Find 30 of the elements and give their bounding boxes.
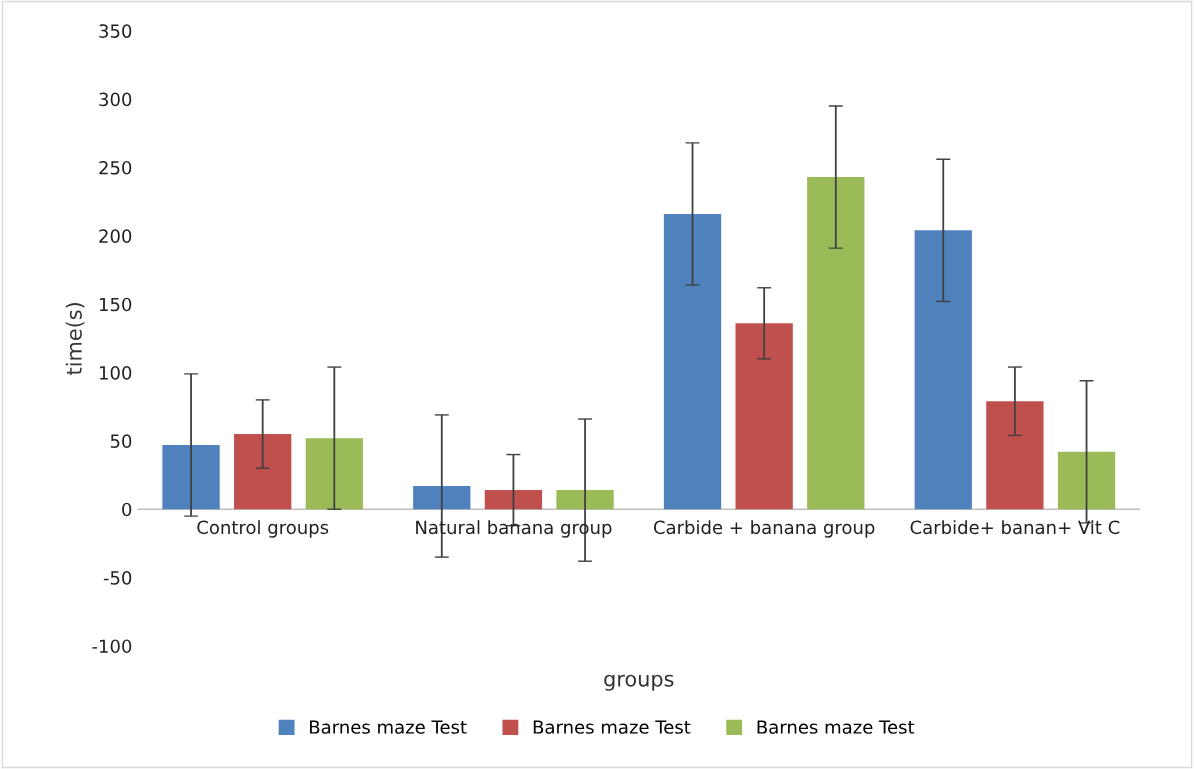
bar (986, 401, 1044, 510)
bar (556, 490, 614, 510)
legend-label: Barnes maze Test (533, 720, 691, 734)
legend-label: Barnes maze Test (757, 720, 915, 734)
bar (735, 323, 793, 510)
bar (1057, 451, 1116, 510)
legend-label: Barnes maze Test (310, 720, 467, 734)
y-tick-label: 300 (99, 92, 132, 107)
bar (413, 486, 471, 510)
y-tick-label: 350 (99, 24, 132, 38)
y-tick-label: -50 (103, 571, 132, 585)
y-axis-title: time(s) (65, 303, 85, 375)
y-tick-label: 150 (99, 297, 132, 312)
y-tick-label: -100 (92, 639, 132, 654)
bar (484, 490, 543, 510)
bar (234, 434, 292, 510)
x-tick-label: Carbide + banana group (653, 520, 875, 538)
bar (807, 177, 865, 510)
y-tick-label: 50 (110, 434, 132, 449)
y-tick-label: 250 (99, 160, 132, 175)
bar (305, 438, 363, 510)
y-tick-label: 100 (99, 366, 132, 380)
bar (162, 444, 220, 510)
bar (914, 230, 972, 510)
x-axis-title: groups (604, 674, 674, 691)
bar (663, 213, 722, 510)
y-tick-label: 0 (122, 502, 132, 517)
y-tick-label: 200 (99, 229, 132, 243)
x-tick-label: Carbide+ banan+ Vit C (910, 520, 1120, 535)
x-tick-label: Control groups (197, 520, 329, 538)
